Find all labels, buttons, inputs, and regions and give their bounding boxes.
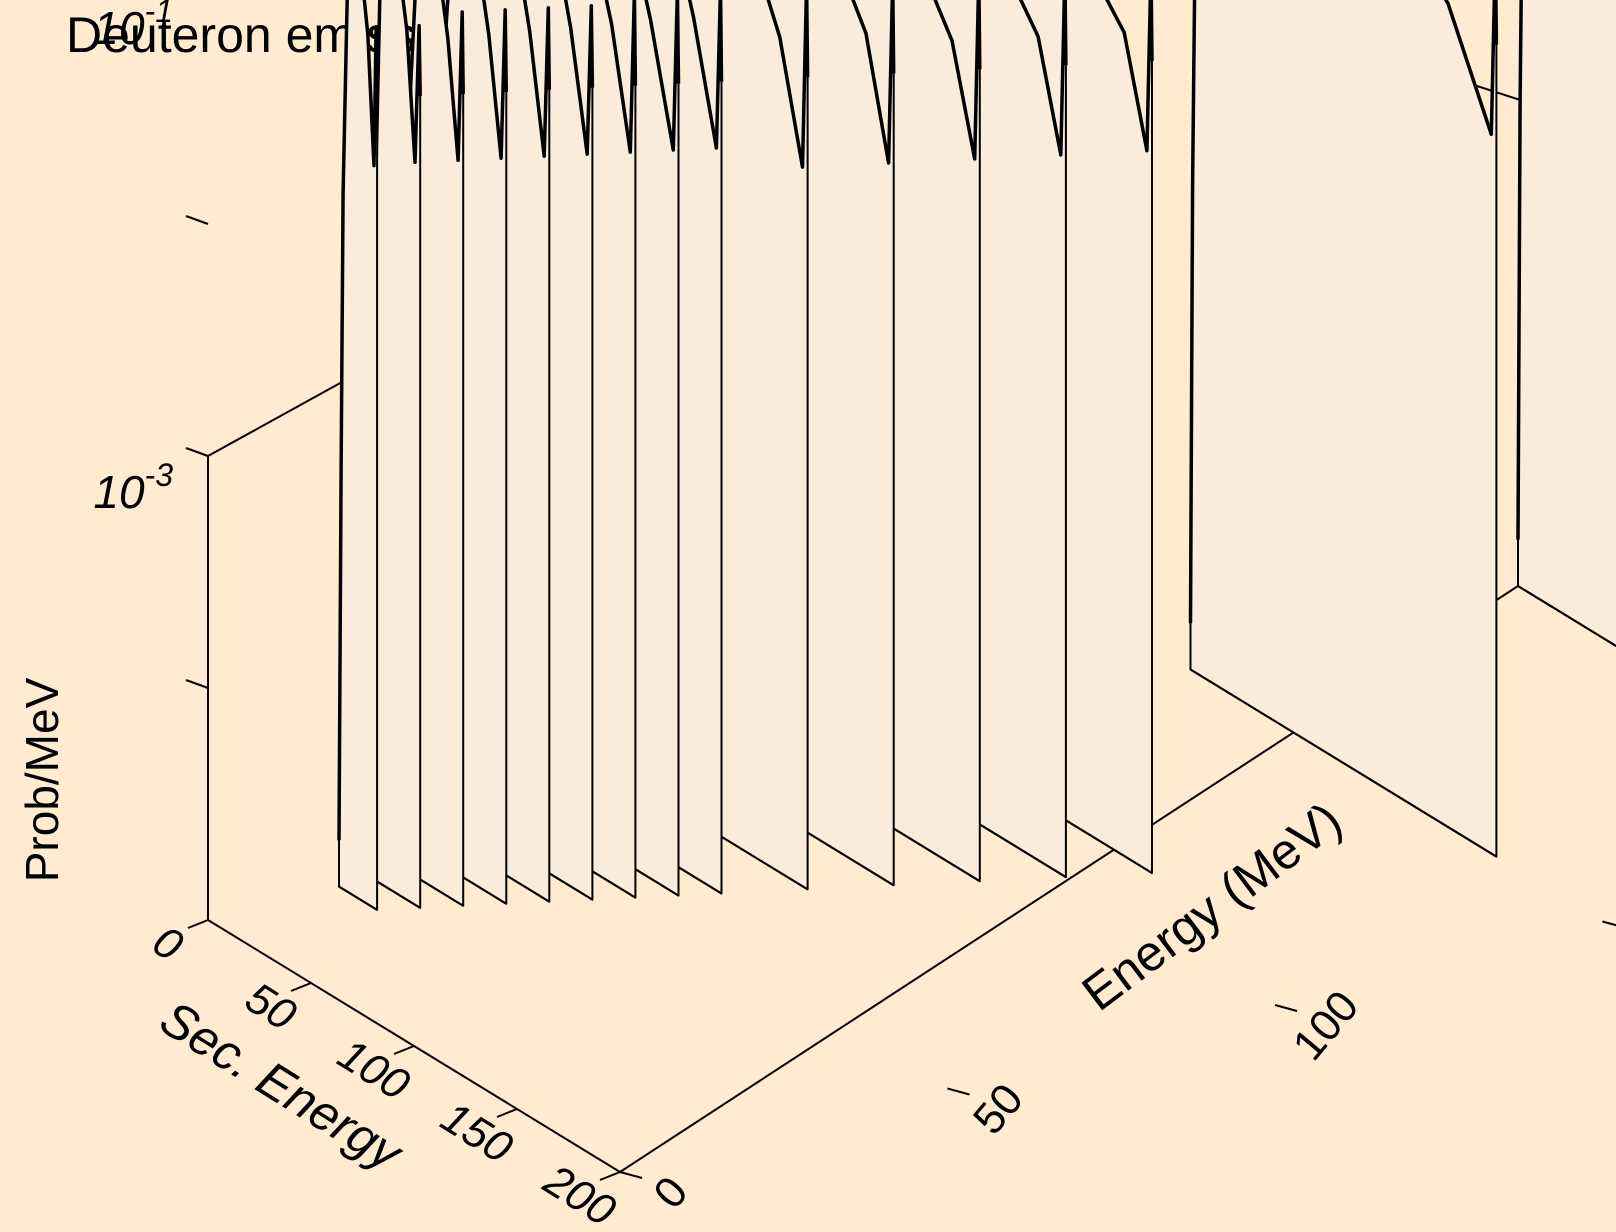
x-tick	[290, 982, 312, 992]
spectrum-line-E100	[861, 0, 1068, 707]
panel-base-E25	[371, 877, 421, 909]
z-tick	[185, 679, 209, 689]
z-axis-label: Prob/MeV	[16, 677, 68, 882]
spectrum-line-E20	[337, 0, 379, 841]
y-tick-label: 100	[1284, 982, 1369, 1070]
spectrum-line-E110	[926, 0, 1154, 690]
panel-base-E200	[1517, 585, 1616, 648]
x-tick	[496, 1108, 518, 1118]
panel-E150	[1189, 0, 1498, 858]
y-tick-label: 50	[964, 1075, 1033, 1144]
y-tick-label: 0	[644, 1168, 697, 1218]
x-tick	[599, 1171, 621, 1181]
panel-base-E150	[1189, 668, 1497, 858]
y-tick	[619, 1171, 643, 1179]
spectrum-line-E70	[664, 0, 810, 757]
z-tick-label: 10-3	[93, 457, 173, 518]
spectrum-line-E80	[730, 0, 896, 741]
spectrum-line-E90	[795, 0, 982, 724]
z-tick	[185, 215, 209, 225]
z-tick-label: 10-1	[93, 0, 173, 54]
x-tick-label: 0	[144, 916, 191, 971]
z-tick	[185, 447, 209, 457]
x-tick	[393, 1045, 415, 1055]
panel-base-E20	[338, 885, 378, 911]
spectrum-line-E150	[1188, 0, 1499, 624]
panel-E200	[1517, 0, 1616, 648]
x-tick	[187, 919, 209, 929]
y-tick	[1274, 1004, 1298, 1012]
y-tick	[947, 1087, 970, 1096]
y-tick	[1602, 920, 1616, 927]
y-tick-label: 150	[1611, 898, 1616, 986]
